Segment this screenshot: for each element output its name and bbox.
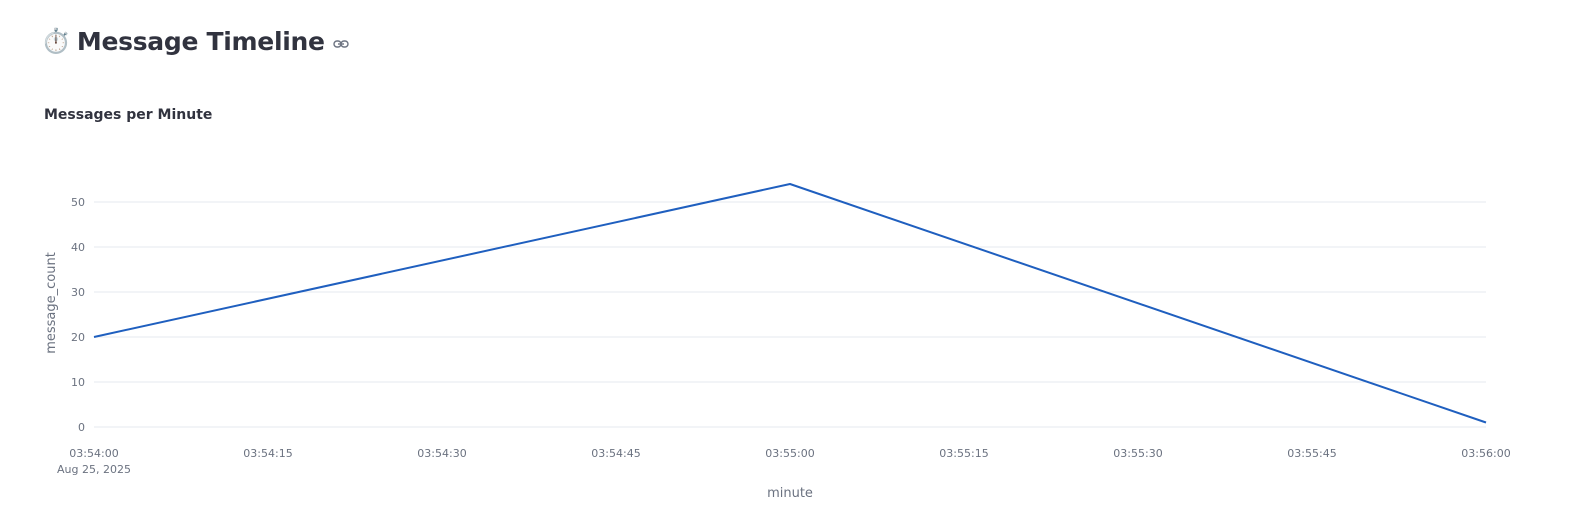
x-axis-title: minute <box>767 486 813 501</box>
y-tick-label: 30 <box>71 286 85 299</box>
y-axis-ticks: 0 10 20 30 40 50 <box>71 196 85 434</box>
x-tick-label: 03:55:30 <box>1113 447 1162 460</box>
x-tick-label: 03:55:15 <box>939 447 988 460</box>
y-tick-label: 50 <box>71 196 85 209</box>
stopwatch-icon: ⏱️ <box>41 27 71 55</box>
chart-title: Messages per Minute <box>44 107 213 123</box>
y-tick-label: 20 <box>71 331 85 344</box>
grid-lines <box>94 201 1486 428</box>
x-tick-label: 03:54:30 <box>417 447 466 460</box>
link-icon[interactable] <box>332 34 349 53</box>
x-axis-date-label: Aug 25, 2025 <box>57 463 131 476</box>
x-tick-label: 03:56:00 <box>1461 447 1510 460</box>
x-tick-label: 03:55:45 <box>1287 447 1336 460</box>
y-tick-label: 0 <box>78 421 85 434</box>
y-axis-title: message_count <box>44 252 59 354</box>
series-layer <box>93 183 1487 424</box>
x-axis-ticks: 03:54:00 03:54:15 03:54:30 03:54:45 03:55:00… <box>69 447 1510 460</box>
x-tick-label: 03:54:15 <box>243 447 292 460</box>
y-tick-label: 10 <box>71 376 85 389</box>
x-tick-label: 03:55:00 <box>765 447 814 460</box>
x-tick-label: 03:54:00 <box>69 447 118 460</box>
page-title: Message Timeline <box>76 26 325 56</box>
y-tick-label: 40 <box>71 241 85 254</box>
series-line-0 <box>93 183 1487 424</box>
x-tick-label: 03:54:45 <box>591 447 640 460</box>
page-header: ⏱️ Message Timeline <box>41 22 349 60</box>
